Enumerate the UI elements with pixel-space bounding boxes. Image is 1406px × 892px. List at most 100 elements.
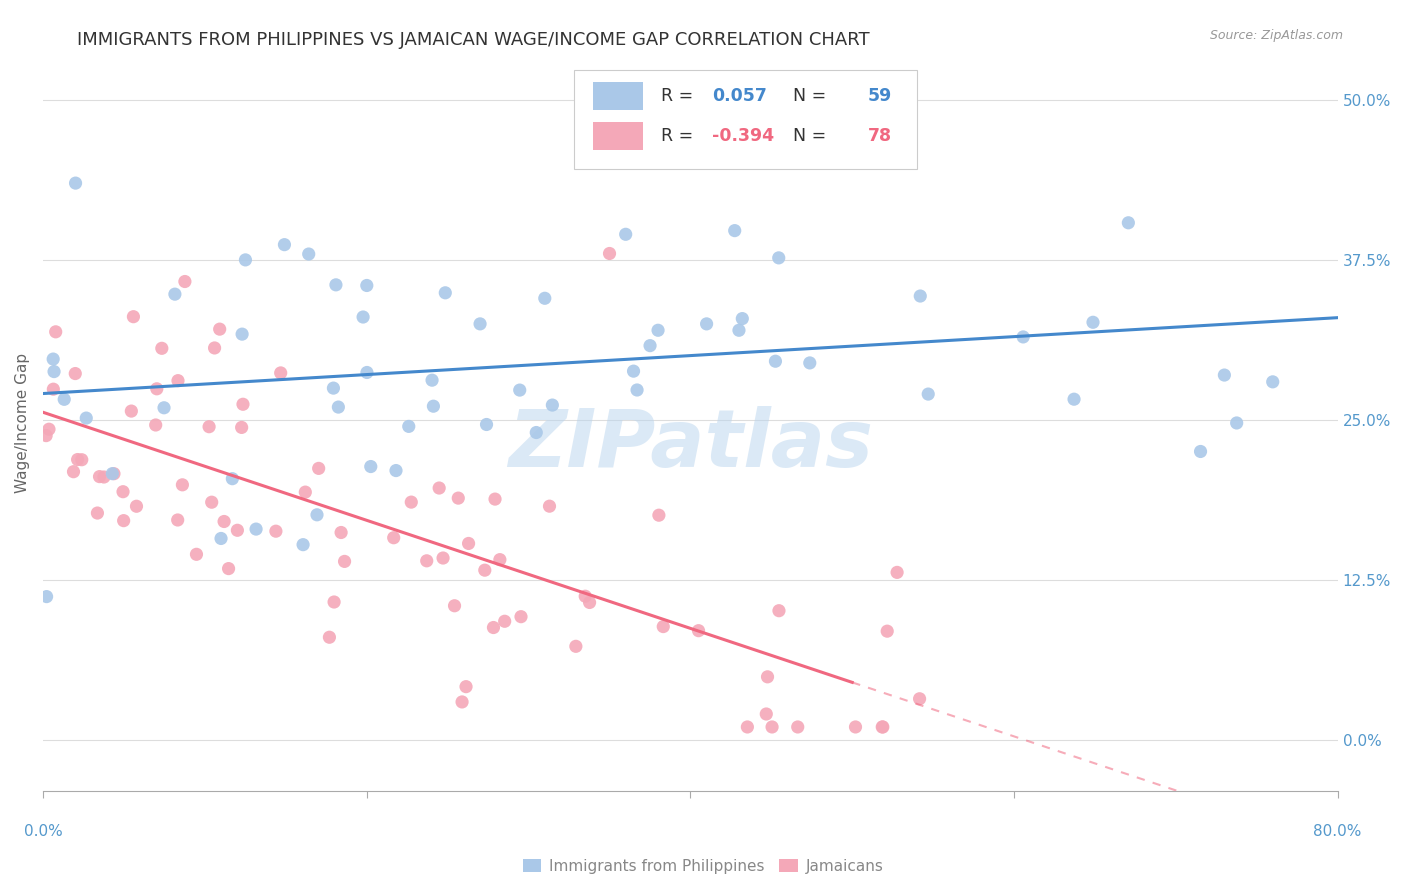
Point — [120, 404, 142, 418]
Point — [1081, 315, 1104, 329]
Point — [870, 720, 893, 734]
Point — [322, 381, 344, 395]
Point — [45, 325, 67, 339]
Text: IMMIGRANTS FROM PHILIPPINES VS JAMAICAN WAGE/INCOME GAP CORRELATION CHART: IMMIGRANTS FROM PHILIPPINES VS JAMAICAN … — [77, 31, 870, 49]
Point — [494, 614, 516, 628]
Point — [323, 595, 346, 609]
Point — [910, 289, 932, 303]
Text: Source: ZipAtlas.com: Source: ZipAtlas.com — [1209, 29, 1343, 42]
Point — [457, 536, 479, 550]
Point — [565, 640, 588, 654]
Point — [35, 428, 58, 442]
Point — [166, 513, 188, 527]
Point — [599, 246, 621, 260]
Legend: Immigrants from Philippines, Jamaicans: Immigrants from Philippines, Jamaicans — [516, 853, 890, 880]
Point — [174, 275, 197, 289]
Point — [112, 484, 135, 499]
Point — [623, 364, 645, 378]
Point — [186, 547, 208, 561]
Point — [509, 383, 531, 397]
Point — [427, 481, 450, 495]
Point — [422, 399, 444, 413]
Point — [844, 720, 866, 734]
Point — [308, 461, 330, 475]
Text: 78: 78 — [868, 127, 891, 145]
Point — [65, 367, 87, 381]
Point — [153, 401, 176, 415]
Point — [484, 492, 506, 507]
Point — [145, 417, 167, 432]
Point — [434, 285, 457, 300]
Point — [172, 478, 194, 492]
Point — [872, 720, 894, 734]
Point — [1063, 392, 1085, 407]
Text: 0.0%: 0.0% — [24, 824, 63, 839]
Point — [799, 356, 821, 370]
Point — [1226, 416, 1249, 430]
Point — [294, 485, 316, 500]
Point — [318, 630, 340, 644]
FancyBboxPatch shape — [574, 70, 917, 169]
Point — [360, 459, 382, 474]
Point — [62, 465, 84, 479]
Text: -0.394: -0.394 — [713, 127, 775, 145]
Point — [231, 420, 253, 434]
Text: ZIPatlas: ZIPatlas — [508, 406, 873, 484]
Text: 80.0%: 80.0% — [1313, 824, 1362, 839]
Point — [755, 706, 778, 721]
Point — [208, 322, 231, 336]
Point — [382, 531, 405, 545]
Point — [270, 366, 292, 380]
Point — [218, 561, 240, 575]
Point — [724, 224, 747, 238]
Point — [167, 374, 190, 388]
Point — [1118, 216, 1140, 230]
Point — [876, 624, 898, 639]
Point — [35, 590, 58, 604]
Point — [416, 554, 439, 568]
FancyBboxPatch shape — [593, 122, 643, 150]
Point — [221, 472, 243, 486]
Point — [163, 287, 186, 301]
Point — [737, 720, 759, 734]
Y-axis label: Wage/Income Gap: Wage/Income Gap — [15, 353, 30, 493]
Point — [524, 425, 547, 440]
Point — [42, 365, 65, 379]
Point — [264, 524, 287, 539]
Text: R =: R = — [661, 87, 699, 104]
Text: 59: 59 — [868, 87, 891, 104]
Point — [538, 499, 561, 513]
Point — [93, 470, 115, 484]
Point — [89, 469, 111, 483]
Point — [638, 338, 661, 352]
Point — [432, 551, 454, 566]
Point — [420, 373, 443, 387]
Point — [647, 323, 669, 337]
Point — [541, 398, 564, 412]
Point — [474, 563, 496, 577]
Point — [626, 383, 648, 397]
Point — [614, 227, 637, 242]
Point — [451, 695, 474, 709]
Point — [75, 411, 97, 425]
Point — [292, 538, 315, 552]
Point — [53, 392, 76, 407]
Point — [352, 310, 374, 324]
Point — [245, 522, 267, 536]
Point — [1012, 330, 1035, 344]
Point — [38, 422, 60, 436]
Point — [768, 251, 790, 265]
Point — [756, 670, 779, 684]
Point — [786, 720, 808, 734]
Point — [385, 464, 408, 478]
Point — [42, 352, 65, 367]
Point — [1189, 444, 1212, 458]
Text: R =: R = — [661, 127, 699, 145]
Point — [103, 467, 125, 481]
Point — [443, 599, 465, 613]
Point — [273, 237, 295, 252]
Point — [112, 514, 135, 528]
Point — [482, 621, 505, 635]
Point — [325, 277, 347, 292]
Point — [101, 467, 124, 481]
